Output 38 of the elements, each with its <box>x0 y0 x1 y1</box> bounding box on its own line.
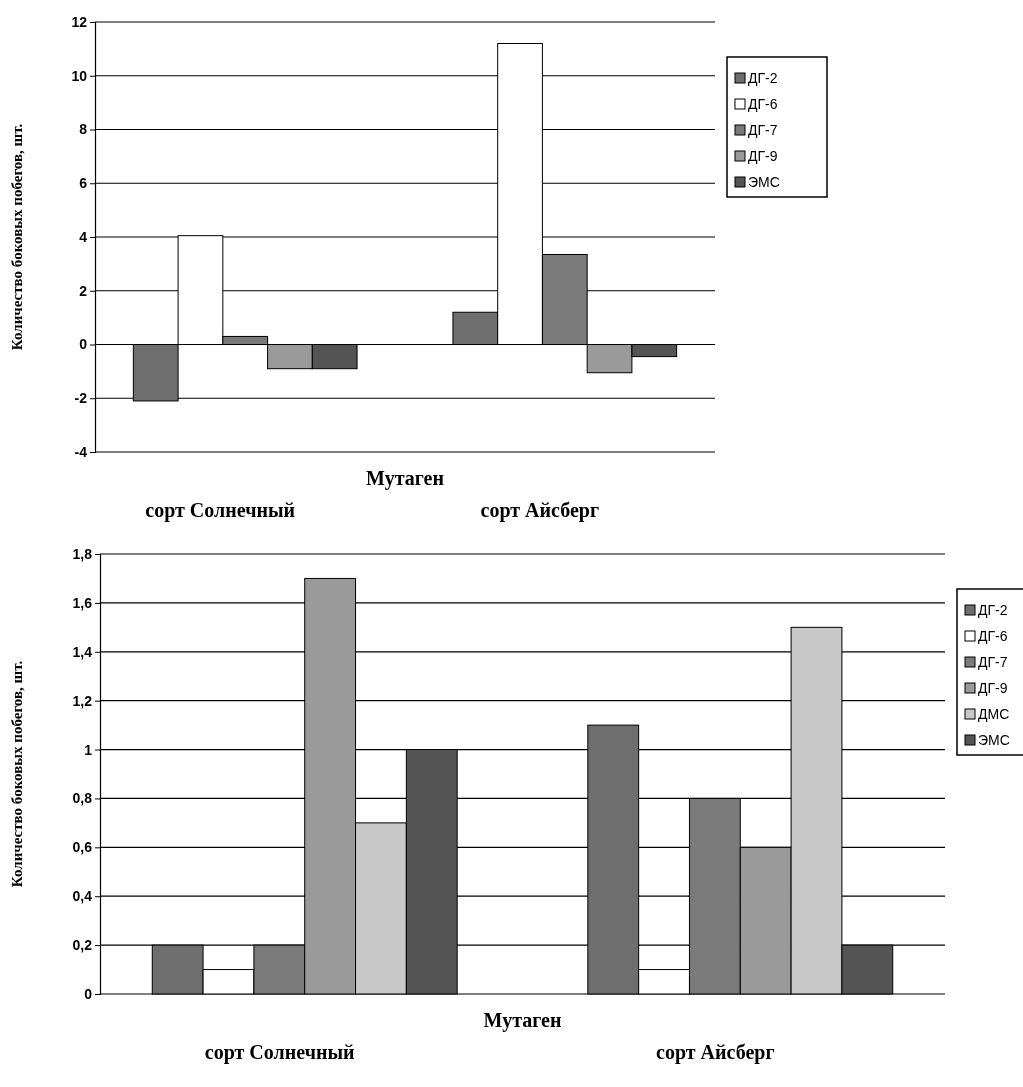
x-tick-label: сорт Солнечный <box>204 1041 355 1064</box>
y-tick-label: 4 <box>79 228 88 245</box>
y-tick-label: 12 <box>71 13 88 30</box>
legend-label: ЭМС <box>978 732 1010 748</box>
y-tick-label: 1,2 <box>72 692 93 709</box>
y-tick-label: 0,8 <box>72 790 93 807</box>
y-axis-title: Количество боковых побегов, шт. <box>9 660 25 888</box>
x-tick-label: сорт Айсберг <box>656 1041 775 1064</box>
y-tick-label: 0 <box>84 985 93 1002</box>
y-tick-label: 1 <box>84 741 93 758</box>
y-tick-label: -4 <box>74 443 88 460</box>
legend-label: ДГ-7 <box>978 654 1008 670</box>
legend-label: ДГ-2 <box>978 602 1008 618</box>
y-tick-label: 0,2 <box>72 937 93 954</box>
legend-label: ДГ-6 <box>978 628 1008 644</box>
x-axis-title: Мутаген <box>366 467 444 490</box>
legend-label: ДГ-6 <box>748 96 778 112</box>
legend-label: ЭМС <box>748 174 780 190</box>
x-axis-title: Мутаген <box>483 1009 562 1032</box>
y-tick-label: 0 <box>79 336 88 353</box>
y-tick-label: 2 <box>79 282 88 299</box>
x-tick-label: сорт Айсберг <box>480 499 600 522</box>
y-tick-label: -2 <box>74 390 88 407</box>
legend-label: ДМС <box>978 706 1010 722</box>
y-tick-label: 0,6 <box>72 839 93 856</box>
y-axis-title: Количество боковых побегов, шт. <box>9 123 25 351</box>
y-tick-label: 10 <box>71 67 88 84</box>
x-tick-label: сорт Солнечный <box>145 499 296 522</box>
y-tick-label: 0,4 <box>72 888 93 905</box>
legend-label: ДГ-9 <box>978 680 1008 696</box>
y-tick-label: 6 <box>79 175 88 192</box>
legend-label: ДГ-2 <box>748 70 778 86</box>
y-tick-label: 1,4 <box>72 643 93 660</box>
y-tick-label: 1,6 <box>72 594 93 611</box>
legend-label: ДГ-7 <box>748 122 778 138</box>
legend-label: ДГ-9 <box>748 148 778 164</box>
y-tick-label: 8 <box>79 121 88 138</box>
y-tick-label: 1,8 <box>72 545 93 562</box>
